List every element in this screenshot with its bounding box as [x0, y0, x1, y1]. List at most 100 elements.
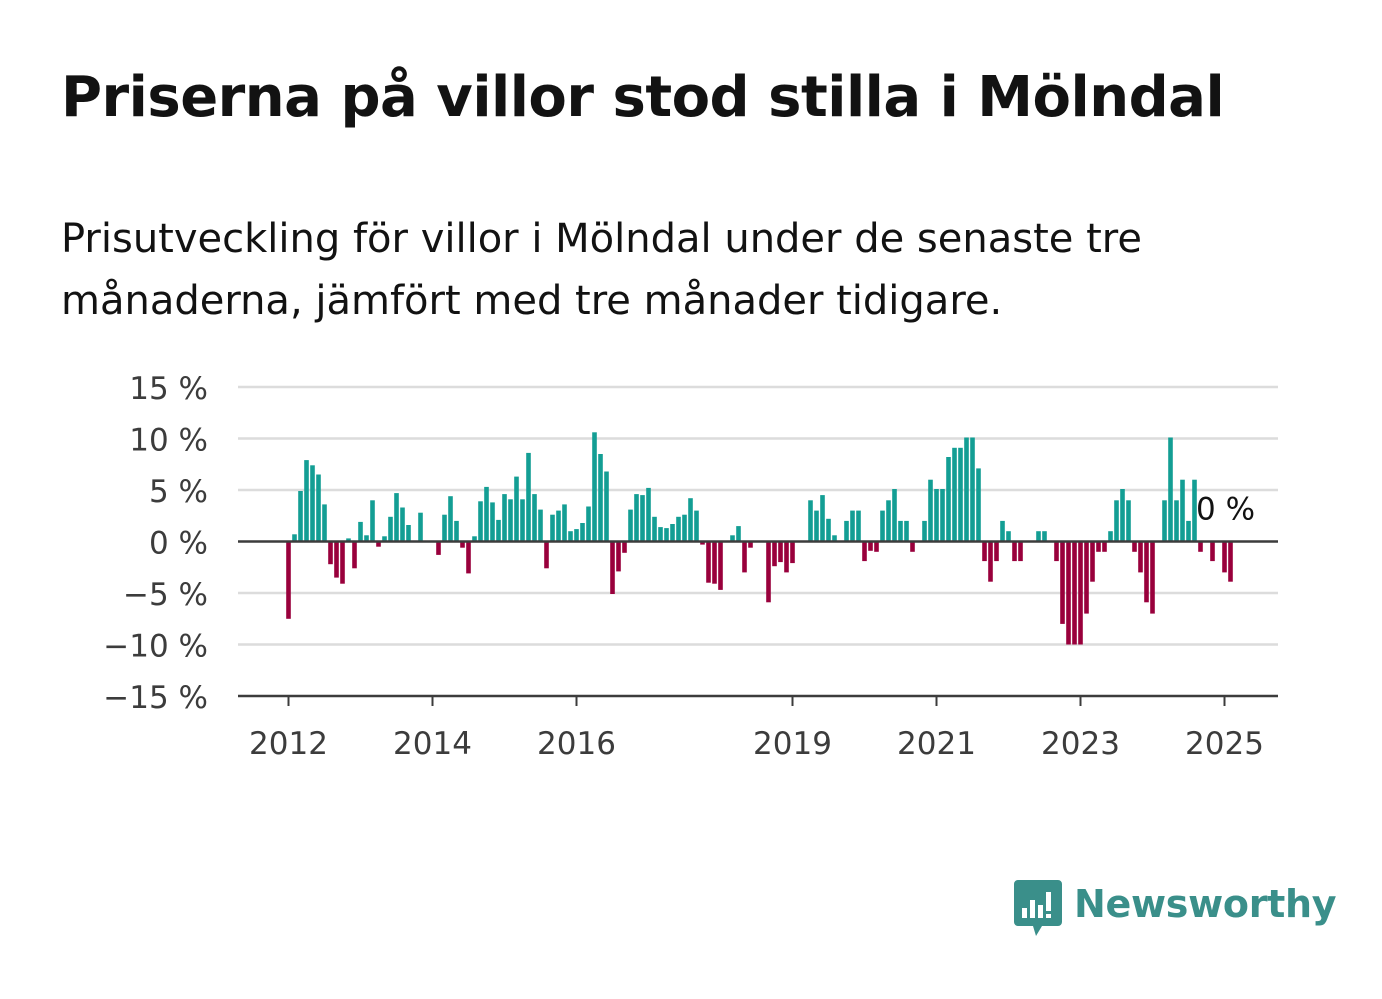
bar-positive [970, 437, 975, 542]
bars [286, 432, 1233, 645]
bar-positive [1108, 531, 1113, 542]
bar-positive [634, 494, 639, 542]
bar-positive [1006, 531, 1011, 542]
bar-negative [778, 541, 783, 563]
bar-positive [1174, 500, 1179, 542]
y-tick-label: −5 % [123, 577, 208, 613]
y-tick-label: 5 % [149, 474, 208, 510]
bar-negative [1072, 541, 1077, 645]
bar-positive [904, 520, 909, 542]
bar-negative [1012, 541, 1017, 562]
bar-positive [520, 499, 525, 542]
bar-negative [1054, 541, 1059, 562]
bar-positive [502, 494, 507, 542]
bar-positive [586, 506, 591, 542]
bar-positive [946, 457, 951, 542]
bar-positive [322, 504, 327, 542]
bar-positive [832, 535, 837, 542]
chart-title: Priserna på villor stod stilla i Mölndal [61, 65, 1225, 130]
chart-subtitle: Prisutveckling för villor i Mölndal unde… [61, 216, 1142, 324]
bar-positive [556, 510, 561, 542]
bar-negative [1090, 541, 1095, 582]
bar-negative [622, 541, 627, 553]
bar-negative [1078, 541, 1083, 645]
bar-positive [478, 501, 483, 542]
bar-positive [1162, 500, 1167, 542]
bar-positive [508, 499, 513, 542]
bar-positive [496, 519, 501, 542]
bar-negative [544, 541, 549, 569]
bar-positive [298, 491, 303, 542]
latest-value-label: 0 % [1196, 492, 1255, 528]
bar-negative [616, 541, 621, 572]
x-tick-label: 2012 [249, 726, 328, 762]
bar-positive [472, 536, 477, 542]
y-tick-label: −10 % [103, 629, 208, 665]
bar-positive [580, 523, 585, 542]
bar-positive [514, 476, 519, 542]
bar-negative [874, 541, 879, 552]
bar-positive [526, 452, 531, 542]
bar-positive [658, 527, 663, 542]
brand-name: Newsworthy [1074, 882, 1337, 926]
bar-negative [982, 541, 987, 562]
bar-positive [1186, 520, 1191, 542]
y-tick-label: −15 % [103, 680, 208, 716]
bar-negative [988, 541, 993, 582]
bar-negative [1132, 541, 1137, 552]
bar-negative [1096, 541, 1101, 552]
x-tick-label: 2019 [753, 726, 832, 762]
bar-positive [922, 520, 927, 542]
newsworthy-logo-icon [1014, 880, 1062, 936]
bar-positive [364, 535, 369, 542]
bar-positive [976, 468, 981, 542]
x-tick-label: 2014 [393, 726, 472, 762]
bar-positive [418, 512, 423, 542]
bar-negative [1228, 541, 1233, 582]
bar-negative [436, 541, 441, 555]
bar-positive [886, 500, 891, 542]
bar-positive [388, 516, 393, 542]
bar-positive [574, 529, 579, 542]
bar-positive [370, 500, 375, 542]
bar-negative [352, 541, 357, 569]
bar-positive [316, 474, 321, 542]
bar-negative [1150, 541, 1155, 614]
newsworthy-logo: Newsworthy [1012, 878, 1337, 942]
bar-negative [334, 541, 339, 578]
bar-positive [892, 489, 897, 542]
bar-negative [742, 541, 747, 573]
bar-positive [346, 538, 351, 542]
bar-chart: 15 % 10 % 5 % 0 % −5 % −10 % −15 % 2012 2014 2016… [103, 371, 1278, 762]
bar-positive [646, 487, 651, 542]
bar-positive [406, 525, 411, 542]
bar-negative [862, 541, 867, 562]
bar-negative [1102, 541, 1107, 552]
bar-positive [1126, 500, 1131, 542]
bar-positive [394, 493, 399, 542]
x-tick-label: 2025 [1185, 726, 1264, 762]
bar-positive [958, 447, 963, 542]
bar-positive [850, 510, 855, 542]
bar-negative [718, 541, 723, 590]
bar-positive [934, 489, 939, 542]
bar-positive [682, 514, 687, 542]
bar-positive [898, 520, 903, 542]
bar-positive [1168, 437, 1173, 542]
bar-negative [700, 541, 705, 545]
bar-negative [340, 541, 345, 584]
bar-positive [292, 534, 297, 542]
bar-positive [964, 437, 969, 542]
bar-positive [454, 520, 459, 542]
y-tick-label: 10 % [129, 423, 208, 459]
bar-positive [604, 471, 609, 542]
bar-positive [940, 489, 945, 542]
bar-positive [730, 535, 735, 542]
bar-negative [466, 541, 471, 574]
bar-negative [748, 541, 753, 548]
bar-positive [538, 509, 543, 542]
bar-positive [568, 531, 573, 542]
bar-positive [1042, 531, 1047, 542]
bar-positive [640, 495, 645, 542]
bar-positive [1192, 479, 1197, 542]
